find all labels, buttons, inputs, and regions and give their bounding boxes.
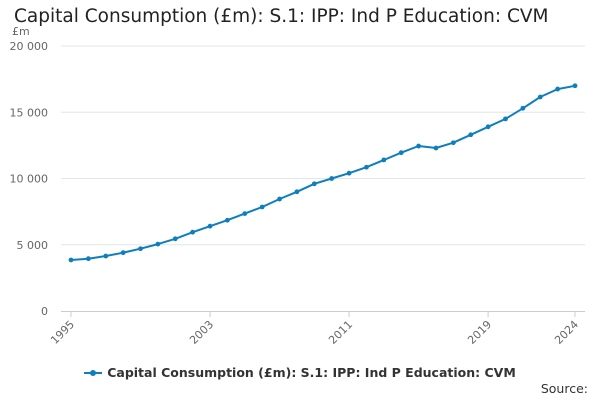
data-point[interactable] [468,132,474,138]
data-point[interactable] [277,196,282,202]
data-point[interactable] [329,176,335,181]
data-point[interactable] [346,170,352,176]
data-point[interactable] [120,250,126,256]
data-point[interactable] [485,124,491,130]
data-point[interactable] [85,256,91,262]
y-tick-label: 10 000 [10,173,49,186]
data-point[interactable] [138,246,143,252]
data-point[interactable] [416,143,421,149]
x-tick-label: 2003 [187,318,216,347]
y-unit-label: £m [12,25,30,38]
data-point[interactable] [450,140,456,146]
data-point[interactable] [190,229,196,235]
legend[interactable]: Capital Consumption (£m): S.1: IPP: Ind … [0,365,600,383]
x-tick-label: 2024 [552,318,581,347]
data-point[interactable] [398,150,404,156]
data-point[interactable] [68,257,74,263]
y-tick-label: 5 000 [17,239,49,252]
data-point[interactable] [294,189,300,195]
data-point[interactable] [572,83,578,89]
x-tick-label: 1995 [48,318,77,347]
data-point[interactable] [537,94,543,100]
data-point[interactable] [381,157,387,163]
legend-line-marker-icon [84,366,103,380]
series-group [68,83,578,263]
data-point[interactable] [225,217,230,223]
data-point[interactable] [242,211,248,217]
x-tick-label: 2019 [465,318,494,347]
data-point[interactable] [520,105,526,111]
data-point[interactable] [311,181,317,187]
data-point[interactable] [503,116,508,122]
data-point[interactable] [259,204,265,210]
data-point[interactable] [364,164,369,170]
data-point[interactable] [207,223,213,229]
y-tick-label: 0 [41,305,48,318]
gridlines [61,45,585,312]
x-tick-label: 2011 [326,318,355,347]
y-tick-label: 15 000 [10,106,49,119]
data-point[interactable] [172,236,178,242]
chart-title: Capital Consumption (£m): S.1: IPP: Ind … [14,6,549,27]
data-point[interactable] [555,86,561,92]
x-axis-ticks: 1995 2003 2011 2019 2024 [48,311,581,347]
y-axis-ticks: 0 5 000 10 000 15 000 20 000 [10,40,49,318]
y-tick-label: 20 000 [10,40,49,53]
series-line [70,84,576,261]
source-label: Source: [540,381,588,396]
data-point[interactable] [103,253,109,259]
data-point[interactable] [155,241,161,247]
data-point[interactable] [433,145,439,151]
legend-label: Capital Consumption (£m): S.1: IPP: Ind … [107,365,516,380]
